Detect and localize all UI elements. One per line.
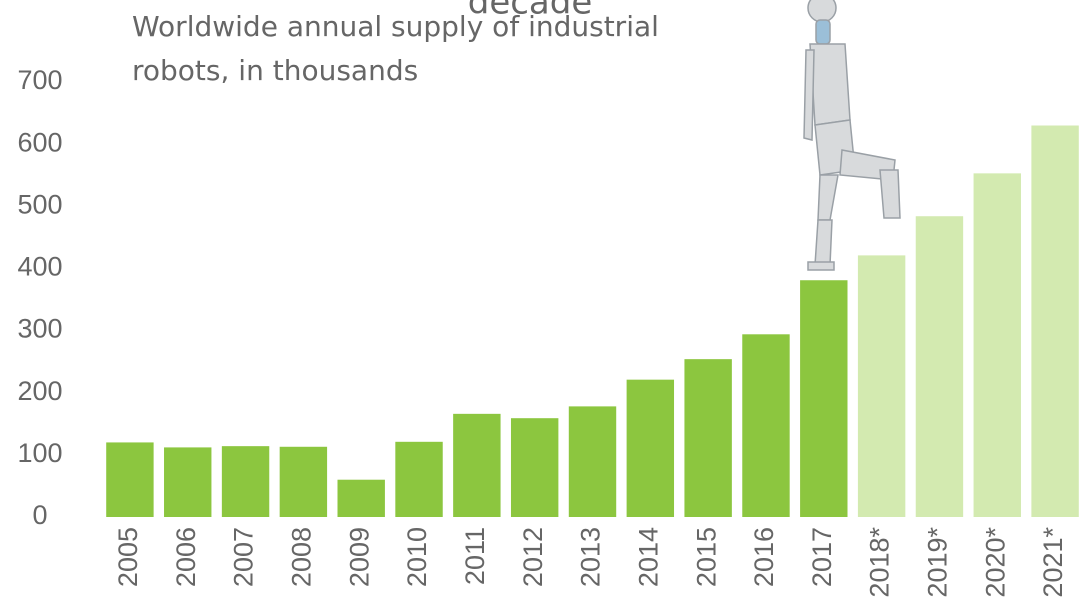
x-tick-label: 2011 bbox=[460, 527, 490, 585]
x-tick-label: 2007 bbox=[229, 527, 259, 587]
x-tick-label: 2016 bbox=[749, 527, 779, 587]
x-tick-label: 2013 bbox=[576, 527, 606, 587]
bar bbox=[973, 173, 1021, 517]
bar bbox=[857, 255, 906, 517]
bar bbox=[164, 447, 212, 517]
bar bbox=[279, 446, 328, 517]
y-tick-label: 100 bbox=[17, 438, 62, 468]
x-tick-label: 2020* bbox=[980, 527, 1010, 598]
x-tick-label: 2010 bbox=[402, 527, 432, 587]
y-tick-label: 600 bbox=[17, 127, 62, 157]
robot-illustration bbox=[803, 0, 901, 271]
bar bbox=[1031, 125, 1079, 517]
bar bbox=[915, 216, 964, 517]
y-tick-label: 400 bbox=[17, 252, 62, 282]
y-tick-label: 0 bbox=[32, 500, 47, 530]
bar bbox=[684, 359, 732, 517]
bar bbox=[626, 379, 675, 517]
x-tick-label: 2014 bbox=[633, 527, 663, 587]
x-tick-label: 2018* bbox=[865, 527, 895, 598]
x-tick-label: 2006 bbox=[171, 527, 201, 587]
y-tick-label: 200 bbox=[17, 376, 62, 406]
bar bbox=[568, 406, 617, 517]
x-tick-label: 2009 bbox=[344, 527, 374, 587]
bar bbox=[106, 442, 154, 517]
bar bbox=[453, 413, 501, 517]
chart-title: decade bbox=[468, 0, 593, 23]
bar bbox=[337, 479, 385, 517]
x-tick-label: 2017 bbox=[807, 527, 837, 587]
x-tick-label: 2008 bbox=[287, 527, 317, 587]
x-tick-label: 2021* bbox=[1038, 527, 1068, 598]
subtitle: robots, in thousands bbox=[132, 54, 418, 87]
x-tick-label: 2012 bbox=[518, 527, 548, 587]
y-tick-label: 500 bbox=[17, 189, 62, 219]
bar bbox=[510, 418, 559, 517]
bar bbox=[800, 280, 848, 517]
x-tick-label: 2005 bbox=[113, 527, 143, 587]
subtitle: Worldwide annual supply of industrial bbox=[132, 10, 659, 43]
y-tick-label: 300 bbox=[17, 314, 62, 344]
x-tick-label: 2019* bbox=[923, 527, 953, 598]
bar bbox=[742, 334, 790, 517]
x-tick-label: 2015 bbox=[691, 527, 721, 587]
bar bbox=[221, 446, 270, 517]
bar bbox=[395, 441, 443, 517]
y-tick-label: 700 bbox=[17, 65, 62, 95]
